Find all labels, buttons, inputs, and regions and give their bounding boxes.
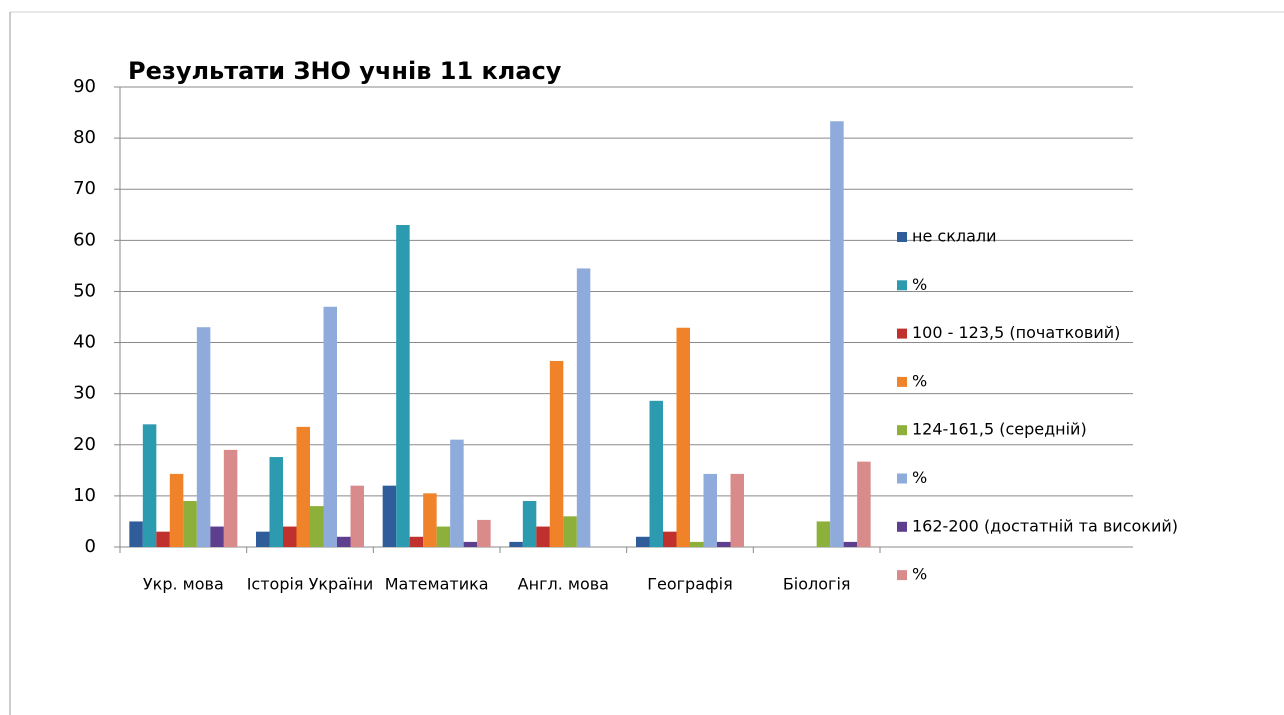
bar — [676, 327, 690, 547]
bar — [436, 526, 451, 547]
legend-label: 124-161,5 (середній) — [912, 420, 1087, 439]
bar — [816, 521, 831, 547]
bar — [396, 225, 410, 547]
bar — [690, 541, 704, 547]
legend-label: % — [912, 371, 927, 390]
legend-label: % — [912, 275, 927, 294]
y-tick-label: 40 — [73, 332, 96, 353]
bar — [283, 526, 297, 547]
y-tick-label: 90 — [73, 76, 96, 97]
x-tick-label: Математика — [385, 575, 489, 594]
legend-swatch — [897, 376, 907, 387]
y-tick-label: 70 — [73, 178, 96, 199]
x-tick-label: Укр. мова — [143, 575, 224, 594]
bar — [382, 485, 397, 547]
bar — [549, 360, 564, 547]
legend-label: % — [912, 468, 927, 487]
bar — [636, 536, 650, 547]
y-tick-label: 80 — [73, 127, 96, 148]
x-tick-label: Історія України — [247, 575, 374, 594]
bar — [509, 541, 523, 547]
legend-swatch — [897, 521, 907, 532]
legend-swatch — [897, 473, 907, 484]
y-tick-label: 20 — [73, 434, 96, 455]
y-tick-label: 50 — [73, 280, 96, 301]
bar — [210, 526, 224, 547]
bar — [830, 121, 844, 547]
bar — [296, 426, 310, 547]
bar — [857, 461, 871, 547]
bar — [463, 541, 478, 547]
bar — [256, 531, 270, 547]
bar — [323, 306, 337, 547]
x-tick-label: Англ. мова — [518, 575, 609, 594]
bar — [223, 449, 238, 547]
bar — [663, 531, 677, 547]
legend-swatch — [897, 280, 907, 291]
bar — [563, 516, 577, 547]
bar — [649, 400, 663, 547]
bar — [142, 424, 157, 547]
bar — [477, 519, 491, 547]
legend-swatch — [897, 328, 907, 339]
bar — [129, 521, 143, 547]
bar — [269, 457, 283, 547]
bar — [730, 473, 744, 547]
bar — [423, 493, 437, 547]
bar — [337, 536, 351, 547]
bar — [169, 473, 184, 547]
y-tick-label: 60 — [73, 229, 96, 250]
legend-swatch — [897, 425, 907, 436]
bar — [703, 473, 717, 547]
x-tick-label: Біологія — [783, 575, 851, 594]
legend-swatch — [897, 232, 907, 242]
legend-swatch — [897, 570, 907, 581]
bar — [409, 536, 424, 547]
chart-title: Результати ЗНО учнів 11 класу — [128, 57, 562, 85]
bar — [350, 485, 364, 547]
bar — [450, 439, 464, 547]
bar — [576, 268, 591, 547]
legend-label: 100 - 123,5 (початковий) — [912, 323, 1120, 342]
bar — [156, 531, 170, 547]
bar — [522, 501, 537, 547]
bar — [183, 501, 197, 547]
legend-label: % — [912, 565, 927, 584]
bar — [717, 541, 731, 547]
bar — [196, 327, 211, 547]
x-tick-label: Географія — [647, 575, 733, 594]
y-tick-label: 0 — [85, 536, 96, 557]
bar — [536, 526, 550, 547]
bar — [843, 541, 858, 547]
y-tick-label: 10 — [73, 485, 96, 506]
bar — [310, 506, 324, 547]
legend-label: не склали — [912, 227, 997, 246]
legend-label: 162-200 (достатній та високий) — [912, 516, 1178, 535]
y-tick-label: 30 — [73, 383, 96, 404]
